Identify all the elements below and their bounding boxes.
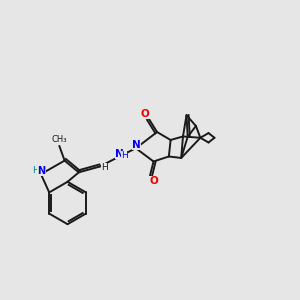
Text: H: H bbox=[121, 151, 128, 160]
Text: N: N bbox=[132, 140, 141, 150]
Text: H: H bbox=[101, 164, 108, 172]
Text: O: O bbox=[149, 176, 158, 186]
Text: N: N bbox=[38, 166, 46, 176]
Text: O: O bbox=[141, 110, 150, 119]
Text: CH₃: CH₃ bbox=[52, 135, 67, 144]
Text: N: N bbox=[115, 148, 124, 158]
Text: H: H bbox=[32, 166, 38, 175]
